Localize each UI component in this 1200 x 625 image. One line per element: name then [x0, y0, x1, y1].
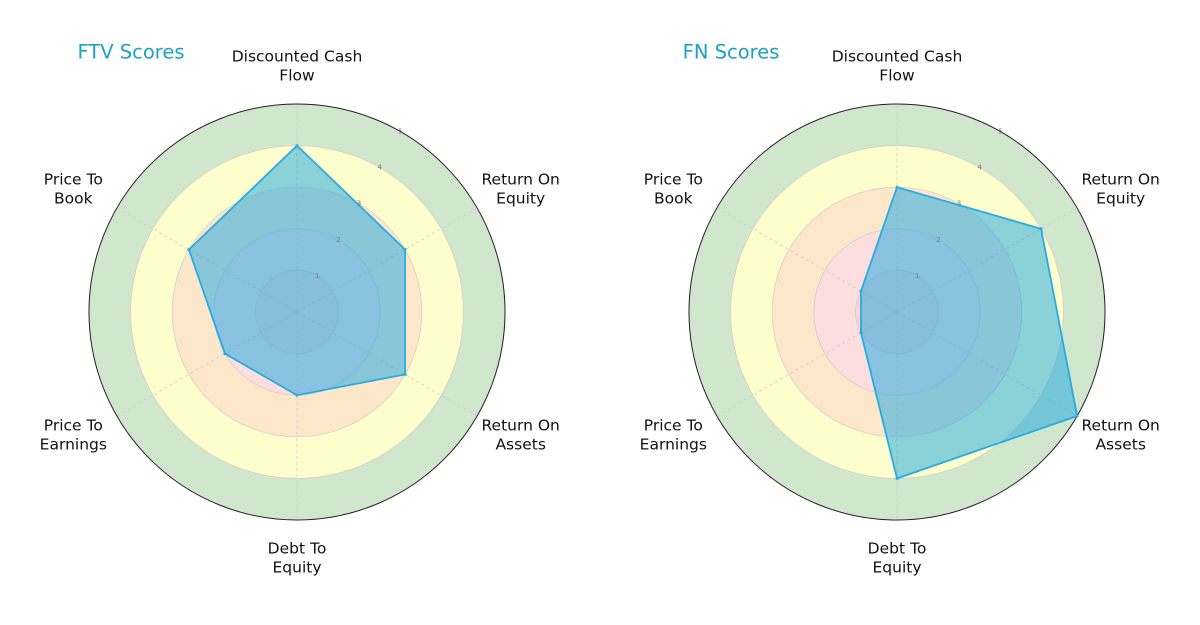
category-label: Debt To Equity [868, 539, 927, 576]
category-label: Return On Assets [481, 416, 559, 453]
outer-frame [88, 103, 506, 521]
category-label-line: Return On [481, 170, 559, 188]
score-point [859, 331, 863, 335]
category-label: Price To Book [44, 170, 103, 207]
category-label-line: Price To [44, 416, 103, 434]
category-label-line: Book [54, 189, 93, 207]
category-label-line: Assets [495, 435, 545, 453]
category-label-line: Assets [1095, 435, 1145, 453]
category-label-line: Flow [879, 66, 915, 84]
chart-title: FN Scores [683, 41, 780, 64]
score-point [859, 289, 863, 293]
score-point [187, 248, 191, 252]
category-label: Debt To Equity [268, 539, 327, 576]
category-label: Price To Earnings [40, 416, 107, 453]
category-label-line: Return On [1081, 170, 1159, 188]
outer-frame [688, 103, 1106, 521]
r-tick-label: 5 [398, 127, 402, 135]
category-label-line: Book [654, 189, 693, 207]
category-label: Discounted Cash Flow [232, 47, 363, 84]
r-tick-label: 2 [336, 236, 340, 244]
category-label-line: Discounted Cash [232, 47, 363, 65]
category-label: Price To Earnings [640, 416, 707, 453]
category-label-line: Flow [279, 66, 315, 84]
category-label-line: Debt To [268, 539, 327, 557]
score-point [295, 393, 299, 397]
category-label-line: Earnings [40, 435, 107, 453]
category-label: Price To Book [644, 170, 703, 207]
score-point [403, 248, 407, 252]
category-label-line: Equity [872, 558, 921, 576]
category-label-line: Discounted Cash [832, 47, 963, 65]
category-label-line: Debt To [868, 539, 927, 557]
grid-spoke [116, 311, 298, 417]
category-label: Return On Equity [1081, 170, 1159, 207]
score-point [1075, 414, 1079, 418]
category-label-line: Equity [1096, 189, 1145, 207]
category-label-line: Price To [644, 170, 703, 188]
category-label: Discounted Cash Flow [832, 47, 963, 84]
category-label-line: Price To [44, 170, 103, 188]
category-label-line: Earnings [640, 435, 707, 453]
score-point [295, 144, 299, 148]
category-label-line: Return On [1081, 416, 1159, 434]
chart-title: FTV Scores [77, 41, 184, 64]
r-tick-label: 4 [977, 164, 982, 172]
score-point [223, 352, 227, 356]
r-tick-label: 5 [998, 127, 1002, 135]
r-tick-label: 3 [357, 200, 361, 208]
category-label: Return On Assets [1081, 416, 1159, 453]
r-tick-label: 4 [377, 164, 382, 172]
grid-spoke [716, 311, 898, 417]
category-label: Return On Equity [481, 170, 559, 207]
r-tick-label: 2 [936, 236, 940, 244]
category-label-line: Return On [481, 416, 559, 434]
category-label-line: Equity [272, 558, 321, 576]
category-label-line: Equity [496, 189, 545, 207]
grid-spoke [716, 207, 898, 313]
score-point [895, 476, 899, 480]
score-point [403, 372, 407, 376]
r-tick-label: 1 [315, 272, 319, 280]
r-tick-label: 3 [957, 200, 961, 208]
category-label-line: Price To [644, 416, 703, 434]
score-point [895, 185, 899, 189]
r-tick-label: 1 [915, 272, 919, 280]
score-point [1039, 227, 1043, 231]
